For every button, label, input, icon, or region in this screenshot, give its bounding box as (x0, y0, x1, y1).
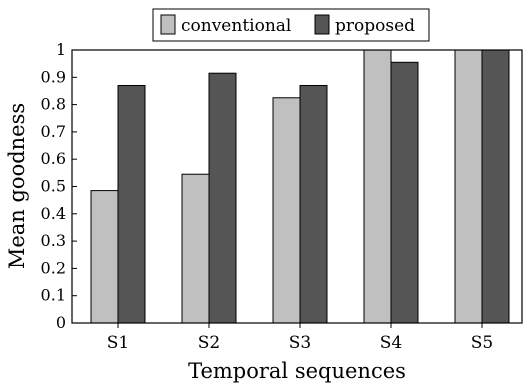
y-axis: 0 0.1 0.2 0.3 0.4 0.5 0.6 0.7 0.8 0.9 1 (41, 40, 77, 332)
bars-layer (90, 49, 510, 324)
legend-label-conventional: conventional (181, 16, 291, 36)
legend-swatch-conventional (160, 14, 176, 35)
y-tick-label: 0.6 (41, 149, 66, 168)
y-tick-label: 0.4 (41, 204, 66, 223)
bar-conventional-S2 (181, 173, 210, 324)
x-tick-label: S4 (380, 333, 402, 353)
bar-proposed-S3 (299, 84, 328, 324)
y-tick-label: 0.7 (41, 122, 66, 141)
x-tick-label: S1 (107, 333, 129, 353)
legend: conventional proposed (152, 8, 430, 42)
legend-box (152, 8, 430, 42)
y-tick-label: 1 (56, 40, 66, 59)
x-tick-label: S5 (471, 333, 493, 353)
bar-conventional-S3 (272, 97, 301, 324)
x-tick-label: S2 (198, 333, 220, 353)
y-tick-label: 0.3 (41, 231, 66, 250)
y-tick-label: 0.8 (41, 95, 66, 114)
legend-label-proposed: proposed (335, 16, 415, 36)
x-axis-title: Temporal sequences (188, 359, 406, 383)
plot-frame (71, 49, 523, 324)
bar-proposed-S2 (208, 72, 237, 324)
legend-swatch-proposed (314, 14, 330, 35)
y-tick-label: 0.9 (41, 67, 66, 86)
y-tick-label: 0.1 (41, 286, 66, 305)
y-tick-label: 0 (56, 313, 66, 332)
bar-proposed-S1 (117, 84, 146, 324)
bar-conventional-S4 (363, 49, 392, 324)
x-axis: S1 S2 S3 S4 S5 (107, 323, 493, 353)
bar-proposed-S5 (481, 49, 510, 324)
bar-proposed-S4 (390, 61, 419, 324)
y-tick-label: 0.5 (41, 177, 66, 196)
y-axis-title: Mean goodness (5, 103, 29, 269)
x-tick-label: S3 (289, 333, 311, 353)
bar-conventional-S5 (454, 49, 483, 324)
bar-conventional-S1 (90, 190, 119, 324)
y-tick-label: 0.2 (41, 258, 66, 277)
